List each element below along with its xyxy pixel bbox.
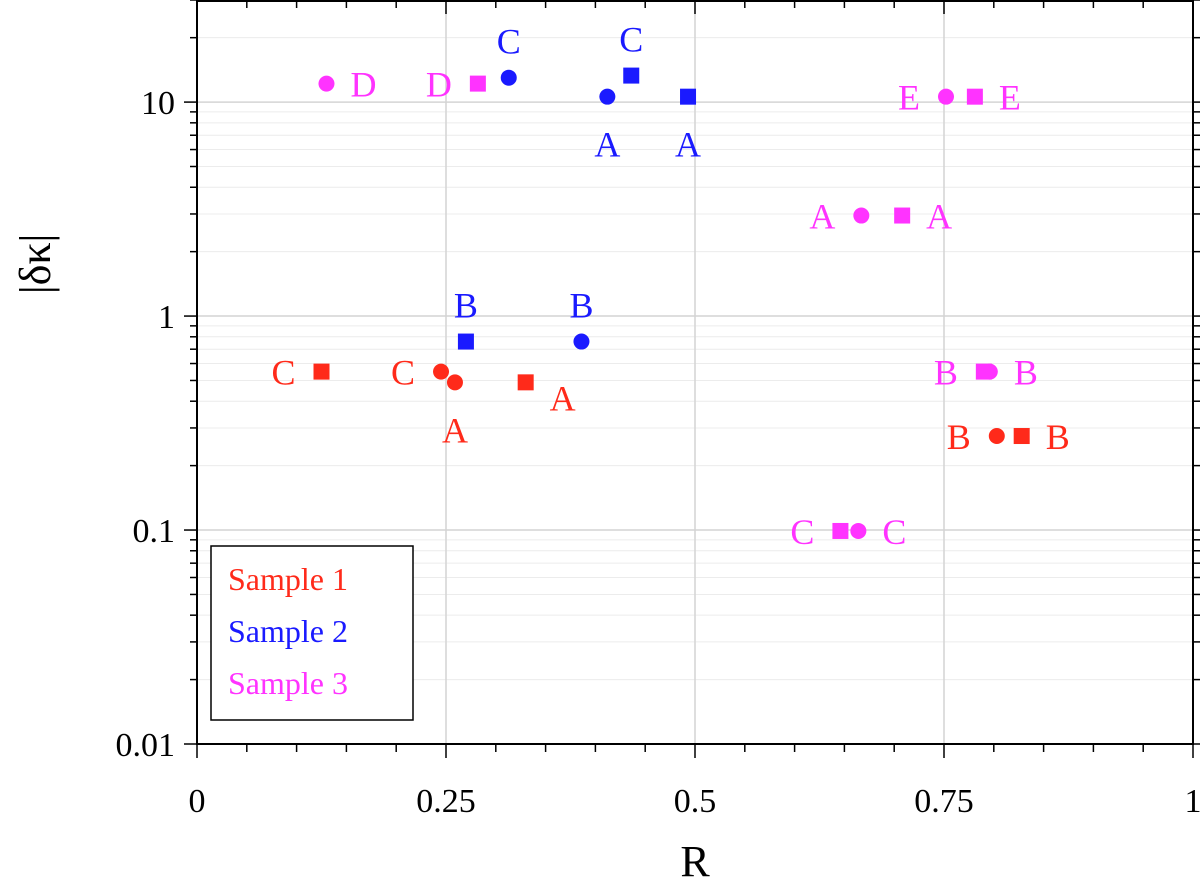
point-label: A — [442, 410, 468, 450]
x-tick-label: 1 — [1185, 783, 1200, 820]
circle-marker — [850, 522, 867, 539]
square-marker — [1013, 428, 1030, 445]
circle-marker — [937, 88, 954, 105]
point-label: E — [898, 78, 920, 118]
circle-marker — [599, 88, 616, 105]
point-label: A — [675, 125, 701, 165]
point-label: A — [550, 378, 576, 418]
circle-marker — [446, 374, 463, 391]
point-label: A — [809, 197, 835, 237]
circle-marker — [981, 363, 998, 380]
point-label: B — [1014, 353, 1038, 393]
point-label: A — [594, 125, 620, 165]
point-label: C — [497, 22, 521, 62]
point-label: D — [350, 65, 376, 105]
point-label: C — [391, 353, 415, 393]
point-label: D — [426, 65, 452, 105]
square-marker — [894, 207, 911, 224]
y-tick-label: 10 — [141, 85, 175, 122]
y-tick-label: 1 — [158, 299, 175, 336]
y-axis-title: |δκ| — [11, 234, 60, 295]
circle-marker — [500, 69, 517, 86]
point-label: B — [569, 286, 593, 326]
x-axis-title: R — [680, 837, 710, 881]
x-tick-label: 0.25 — [416, 783, 476, 820]
point-label: A — [926, 197, 952, 237]
y-tick-label: 0.1 — [133, 513, 176, 550]
y-tick-label: 0.01 — [116, 727, 176, 764]
circle-marker — [988, 428, 1005, 445]
circle-marker — [853, 207, 870, 224]
square-marker — [469, 75, 486, 92]
point-label: C — [790, 512, 814, 552]
point-label: B — [454, 286, 478, 326]
legend-entry: Sample 2 — [228, 613, 348, 649]
square-marker — [680, 88, 697, 105]
x-tick-label: 0.5 — [674, 783, 717, 820]
legend: Sample 1 Sample 2 Sample 3 — [210, 545, 414, 721]
square-marker — [457, 333, 474, 350]
square-marker — [517, 374, 534, 391]
point-label: B — [947, 417, 971, 457]
circle-marker — [318, 75, 335, 92]
axes: 0.01 0.1 1 10 0 0.25 0.5 0.75 1 R |δκ| — [11, 0, 1200, 881]
square-marker — [623, 67, 640, 84]
point-label: B — [1046, 417, 1070, 457]
square-marker — [313, 363, 330, 380]
point-label: C — [619, 20, 643, 60]
legend-box — [210, 545, 414, 721]
square-marker — [966, 88, 983, 105]
point-label: B — [934, 353, 958, 393]
square-marker — [832, 522, 849, 539]
legend-entry: Sample 3 — [228, 665, 348, 701]
circle-marker — [433, 363, 450, 380]
point-label: E — [999, 78, 1021, 118]
point-label: C — [882, 512, 906, 552]
legend-entry: Sample 1 — [228, 561, 348, 597]
x-tick-label: 0.75 — [914, 783, 974, 820]
circle-marker — [573, 333, 590, 350]
point-label: C — [271, 353, 295, 393]
x-tick-label: 0 — [189, 783, 206, 820]
